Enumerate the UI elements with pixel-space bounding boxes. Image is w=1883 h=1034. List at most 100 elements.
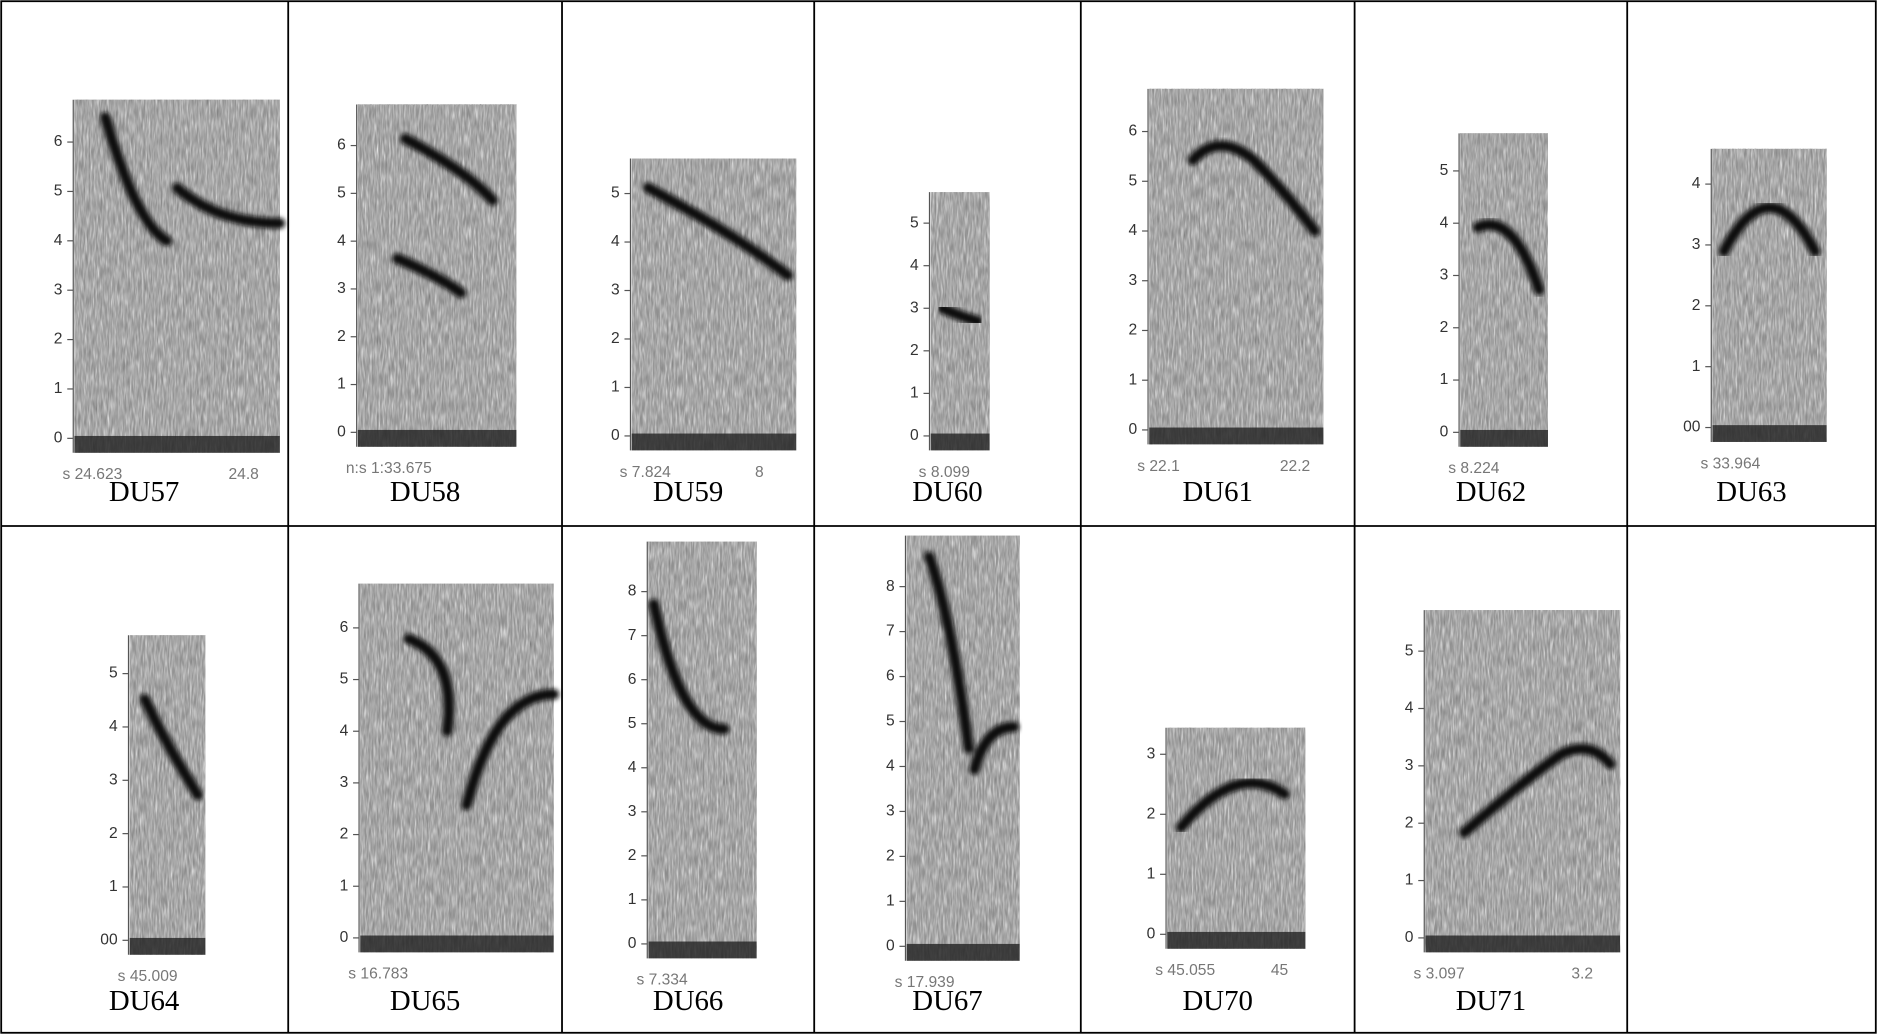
y-tick-label: 1 bbox=[628, 891, 637, 908]
spectrogram-noise bbox=[1167, 727, 1306, 949]
x-label: s 24.623 bbox=[62, 466, 122, 483]
caption: DU57 bbox=[109, 476, 179, 508]
caption: DU67 bbox=[912, 985, 982, 1017]
y-tick-label: 6 bbox=[628, 671, 637, 688]
caption: DU61 bbox=[1182, 476, 1252, 508]
y-tick-label: 5 bbox=[337, 184, 346, 201]
y-tick-label: 1 bbox=[54, 380, 63, 397]
y-tick-label: 1 bbox=[611, 379, 620, 396]
y-tick-label: 5 bbox=[340, 671, 349, 688]
spectrogram-noise bbox=[906, 535, 1020, 961]
spectrogram bbox=[631, 158, 797, 451]
x-label: n:s 1:33.675 bbox=[346, 460, 432, 477]
call-trace bbox=[923, 551, 1020, 775]
y-tick-label: 3 bbox=[340, 774, 349, 791]
spectrogram bbox=[129, 635, 206, 955]
x-label: s 8.224 bbox=[1448, 460, 1500, 477]
y-tick-label: 1 bbox=[337, 376, 346, 393]
y-tick-label: 4 bbox=[886, 758, 895, 775]
y-tick-label: 0 bbox=[611, 427, 620, 444]
spectrogram bbox=[1149, 88, 1324, 445]
y-tick-label: 1 bbox=[910, 385, 919, 402]
caption: DU58 bbox=[390, 476, 460, 508]
y-tick-label: 2 bbox=[1129, 322, 1138, 339]
y-tick-label: 00 bbox=[1683, 419, 1701, 436]
x-label: s 16.783 bbox=[348, 966, 408, 983]
caption: DU66 bbox=[653, 985, 723, 1017]
y-tick-label: 2 bbox=[340, 826, 349, 843]
spectrogram-floor bbox=[1460, 429, 1548, 447]
y-tick-label: 2 bbox=[1440, 319, 1449, 336]
y-tick-label: 5 bbox=[886, 713, 895, 730]
y-tick-label: 0 bbox=[337, 423, 346, 440]
spectrogram-floor bbox=[1149, 427, 1324, 445]
spectrogram-floor bbox=[74, 435, 280, 453]
call-trace bbox=[1718, 202, 1821, 257]
y-tick-label: 3 bbox=[109, 771, 118, 788]
y-tick-label: 1 bbox=[109, 878, 118, 895]
caption: DU59 bbox=[653, 476, 723, 508]
spectrogram-floor bbox=[906, 943, 1020, 961]
x-label: s 17.939 bbox=[895, 974, 955, 991]
call-trace bbox=[1472, 219, 1545, 296]
y-tick-label: 0 bbox=[1129, 421, 1138, 438]
caption: DU70 bbox=[1182, 985, 1252, 1017]
y-tick-label: 2 bbox=[886, 848, 895, 865]
spectrogram bbox=[74, 99, 286, 453]
caption: DU63 bbox=[1716, 476, 1786, 508]
y-tick-label: 0 bbox=[1440, 423, 1449, 440]
spectrogram bbox=[906, 535, 1020, 961]
y-tick-label: 2 bbox=[109, 825, 118, 842]
y-tick-label: 1 bbox=[340, 877, 349, 894]
y-tick-label: 2 bbox=[337, 328, 346, 345]
y-tick-label: 3 bbox=[1692, 236, 1701, 253]
y-tick-label: 2 bbox=[1405, 814, 1414, 831]
y-tick-label: 5 bbox=[1129, 172, 1138, 189]
y-tick-label: 3 bbox=[54, 281, 63, 298]
call-trace bbox=[1458, 743, 1616, 838]
call-trace bbox=[642, 182, 794, 281]
x-label: 8 bbox=[755, 464, 764, 481]
y-tick-label: 6 bbox=[337, 137, 346, 154]
y-tick-label: 0 bbox=[1147, 925, 1156, 942]
spectrogram bbox=[1425, 610, 1621, 953]
y-tick-label: 2 bbox=[1147, 805, 1156, 822]
y-tick-label: 5 bbox=[54, 183, 63, 200]
call-trace bbox=[392, 133, 499, 299]
y-tick-label: 6 bbox=[886, 668, 895, 685]
y-tick-label: 2 bbox=[611, 330, 620, 347]
y-tick-label: 5 bbox=[910, 214, 919, 231]
spectrogram bbox=[648, 541, 757, 959]
y-tick-label: 5 bbox=[1405, 642, 1414, 659]
call-trace bbox=[403, 633, 560, 811]
spectrogram-floor bbox=[360, 935, 554, 953]
spectrogram-floor bbox=[631, 433, 797, 451]
y-tick-label: 2 bbox=[910, 342, 919, 359]
x-label: s 45.055 bbox=[1155, 962, 1215, 979]
caption: DU64 bbox=[109, 985, 179, 1017]
spectrogram-floor bbox=[1167, 931, 1306, 949]
spectrogram-noise bbox=[1149, 88, 1324, 445]
y-tick-label: 3 bbox=[1147, 745, 1156, 762]
y-tick-label: 4 bbox=[54, 232, 63, 249]
column-borders bbox=[287, 1, 1629, 1033]
y-tick-label: 3 bbox=[1129, 272, 1138, 289]
y-tick-label: 5 bbox=[109, 665, 118, 682]
y-tick-label: 4 bbox=[1440, 214, 1449, 231]
spectrogram-floor bbox=[648, 941, 757, 959]
y-tick-label: 7 bbox=[886, 623, 895, 640]
y-tick-label: 4 bbox=[1129, 222, 1138, 239]
call-trace bbox=[99, 111, 286, 247]
spectrogram bbox=[1167, 727, 1306, 949]
x-label: s 33.964 bbox=[1700, 455, 1760, 472]
y-tick-label: 6 bbox=[54, 133, 63, 150]
x-label: s 22.1 bbox=[1137, 458, 1180, 475]
y-tick-label: 3 bbox=[1405, 757, 1414, 774]
y-tick-label: 1 bbox=[1692, 358, 1701, 375]
spectrogram-floor bbox=[930, 433, 990, 451]
y-tick-label: 3 bbox=[337, 280, 346, 297]
spectrogram-noise bbox=[1712, 148, 1827, 442]
y-tick-label: 00 bbox=[100, 931, 118, 948]
caption: DU65 bbox=[390, 985, 460, 1017]
